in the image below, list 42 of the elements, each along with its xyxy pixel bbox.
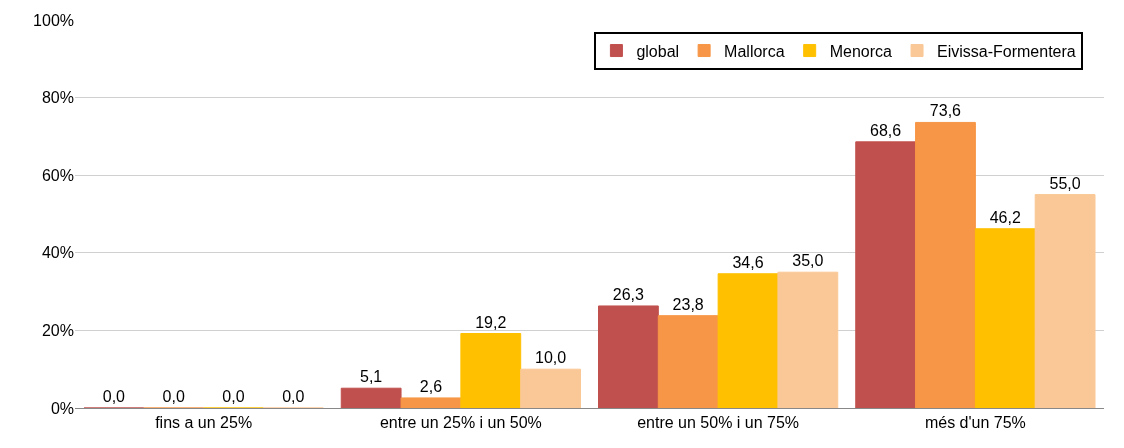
legend-label: global [636,42,680,60]
data-label: 46,2 [989,208,1021,226]
data-label: 34,6 [732,253,764,271]
x-tick-label: entre un 50% i un 75% [637,414,800,432]
y-tick-label: 80% [41,89,74,107]
data-label: 0,0 [162,388,185,405]
legend-label: Eivissa-Formentera [937,42,1076,60]
data-label: 2,6 [419,377,443,395]
x-tick-label: entre un 25% i un 50% [379,414,542,432]
legend-label: Menorca [829,42,893,60]
legend-label: Mallorca [724,42,785,60]
bar [520,368,581,408]
bar [1034,194,1096,408]
x-tick-label: més d'un 75% [924,414,1026,432]
data-label: 0,0 [282,388,305,405]
bar [777,271,839,408]
data-label: 35,0 [792,252,824,270]
data-label: 23,8 [672,295,704,313]
bar [717,273,779,408]
data-label: 10,0 [534,349,567,367]
bar [400,397,462,408]
y-tick-label: 60% [41,166,74,184]
bar [855,141,917,408]
y-tick-label: 100% [33,11,74,29]
x-tick-label: fins a un 25% [155,414,253,432]
data-label: 5,1 [359,368,383,386]
bar [598,305,659,408]
bar [340,387,402,408]
data-label: 0,0 [222,388,245,405]
data-label: 73,6 [929,102,962,120]
bar [460,333,522,408]
y-tick-label: 40% [41,244,74,262]
y-tick-label: 0% [50,399,74,417]
bar [915,121,976,408]
bar [974,228,1036,408]
data-label: 55,0 [1049,174,1081,192]
y-tick-label: 20% [41,322,74,339]
bar [657,315,719,408]
data-label: 26,3 [612,285,645,303]
data-label: 19,2 [475,313,507,331]
data-label: 68,6 [870,121,902,139]
data-label: 0,0 [102,388,126,405]
